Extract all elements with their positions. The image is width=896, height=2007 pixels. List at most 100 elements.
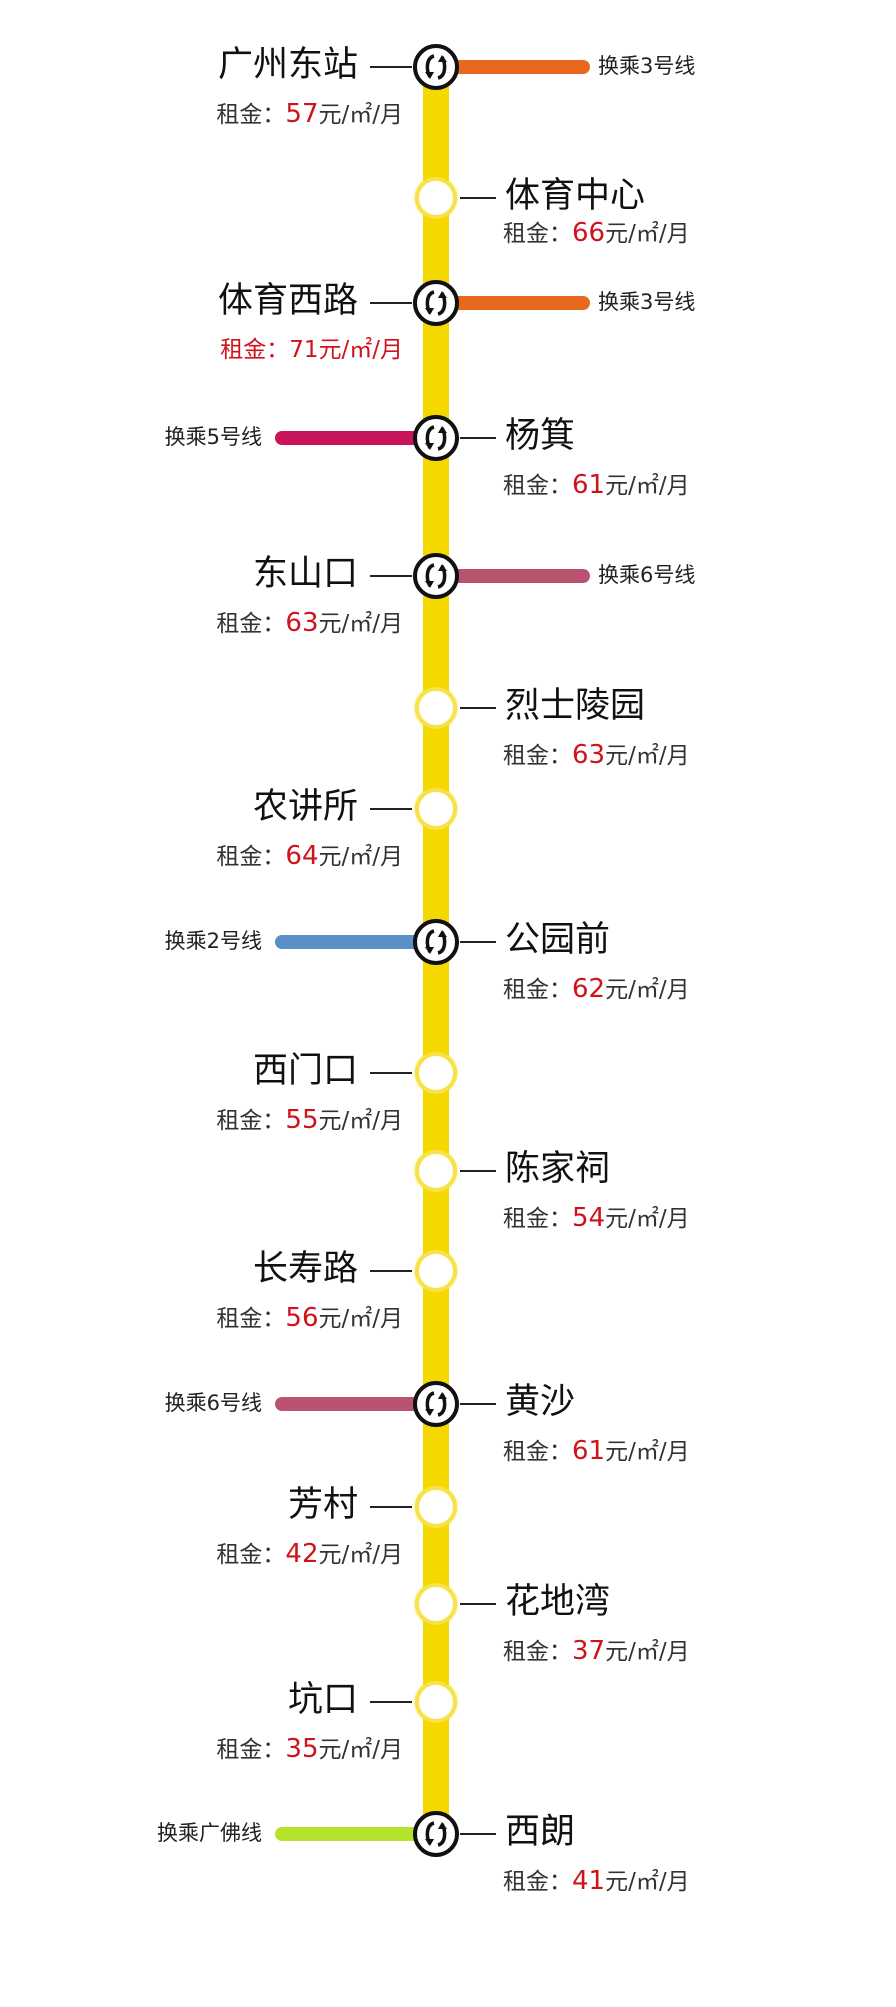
rent-prefix: 租金： — [503, 473, 572, 499]
station-name[interactable]: 坑口 — [288, 1680, 358, 1720]
station-name[interactable]: 烈士陵园 — [505, 686, 645, 726]
station-name-text: 陈家祠 — [505, 1149, 611, 1189]
station-node[interactable] — [415, 1583, 457, 1625]
transfer-station-node[interactable] — [413, 44, 459, 90]
station-name[interactable]: 东山口 — [253, 554, 358, 594]
rent-value: 61 — [572, 470, 606, 500]
rent-unit: 元/㎡/月 — [318, 1737, 404, 1763]
rent-unit: 元/㎡/月 — [605, 977, 690, 1003]
station-name[interactable]: 农讲所 — [253, 787, 358, 827]
rent-value: 64 — [285, 841, 319, 871]
station-name[interactable]: 长寿路 — [253, 1249, 358, 1289]
station-node[interactable] — [415, 1250, 457, 1292]
station-rent: 租金：57元/㎡/月 — [216, 100, 403, 129]
name-connector — [370, 1072, 412, 1074]
transfer-arrows-icon — [425, 929, 447, 955]
transfer-station-node[interactable] — [413, 1811, 459, 1857]
rent-value: 61 — [572, 1436, 606, 1466]
name-connector — [460, 1833, 496, 1835]
rent-prefix: 租金： — [216, 102, 286, 128]
transfer-label-text: 换乘6号线 — [164, 1391, 262, 1415]
transfer-station-node[interactable] — [413, 415, 459, 461]
station-name-text: 体育中心 — [505, 176, 646, 216]
station-name-text: 东山口 — [252, 554, 358, 594]
station-rent: 租金：62元/㎡/月 — [503, 975, 690, 1004]
station-name[interactable]: 杨箕 — [505, 416, 575, 456]
station-node[interactable] — [415, 1681, 457, 1723]
rent-value: 55 — [285, 1105, 319, 1135]
station-name-text: 西门口 — [252, 1051, 358, 1091]
station-node[interactable] — [415, 1486, 457, 1528]
station-name[interactable]: 体育西路 — [218, 281, 358, 321]
transfer-line — [275, 935, 436, 949]
rent-value: 56 — [285, 1303, 319, 1333]
station-name-text: 黄沙 — [505, 1382, 576, 1422]
rent-value: 35 — [285, 1734, 319, 1764]
station-rent: 租金：37元/㎡/月 — [503, 1637, 690, 1666]
station-node[interactable] — [415, 177, 457, 219]
rent-value: 62 — [572, 974, 606, 1004]
transfer-arrows-icon — [425, 290, 447, 316]
name-connector — [370, 808, 412, 810]
rent-prefix: 租金： — [216, 1542, 286, 1568]
station-name-text: 体育西路 — [217, 281, 358, 321]
transfer-line — [436, 296, 590, 310]
rent-unit: 元/㎡/月 — [318, 1542, 404, 1568]
station-node[interactable] — [415, 788, 457, 830]
name-connector — [370, 575, 412, 577]
name-connector — [460, 1603, 496, 1605]
name-connector — [460, 1403, 496, 1405]
station-name[interactable]: 芳村 — [288, 1485, 358, 1525]
station-rent: 租金：41元/㎡/月 — [503, 1867, 690, 1896]
station-name[interactable]: 黄沙 — [505, 1382, 575, 1422]
rent-unit: 元/㎡/月 — [318, 844, 404, 870]
rent-prefix: 租金： — [503, 977, 572, 1003]
station-name[interactable]: 西门口 — [253, 1051, 358, 1091]
transfer-station-node[interactable] — [413, 280, 459, 326]
rent-prefix: 租金： — [503, 743, 572, 769]
station-rent: 租金：56元/㎡/月 — [216, 1304, 403, 1333]
station-node[interactable] — [415, 1052, 457, 1094]
transfer-label: 换乘6号线 — [598, 562, 695, 588]
rent-value: 63 — [572, 740, 606, 770]
station-name-text: 花地湾 — [505, 1582, 611, 1622]
station-name[interactable]: 体育中心 — [505, 176, 645, 216]
rent-unit: 元/㎡/月 — [318, 1306, 404, 1332]
transfer-line — [436, 569, 590, 583]
station-name-text: 西朗 — [505, 1812, 576, 1852]
rent-unit: 元/㎡/月 — [605, 473, 690, 499]
transfer-line — [275, 431, 436, 445]
rent-unit: 元/㎡/月 — [318, 1108, 404, 1134]
station-node[interactable] — [415, 1150, 457, 1192]
station-name[interactable]: 陈家祠 — [505, 1149, 610, 1189]
rent-prefix: 租金： — [216, 1737, 286, 1763]
name-connector — [370, 1701, 412, 1703]
transfer-station-node[interactable] — [413, 1381, 459, 1427]
station-node[interactable] — [415, 687, 457, 729]
station-name[interactable]: 广州东站 — [218, 45, 358, 85]
transfer-label-text: 换乘2号线 — [164, 929, 262, 953]
transfer-arrows-icon — [425, 425, 447, 451]
station-name-text: 芳村 — [287, 1485, 358, 1525]
transfer-label: 换乘3号线 — [598, 53, 695, 79]
station-name[interactable]: 西朗 — [505, 1812, 575, 1852]
station-name[interactable]: 花地湾 — [505, 1582, 610, 1622]
transfer-label: 换乘5号线 — [165, 424, 262, 450]
rent-prefix: 租金： — [503, 1869, 572, 1895]
transfer-label-text: 换乘5号线 — [164, 425, 262, 449]
name-connector — [370, 1506, 412, 1508]
rent-value: 42 — [285, 1539, 319, 1569]
rent-prefix: 租金： — [216, 1108, 286, 1134]
transfer-station-node[interactable] — [413, 919, 459, 965]
rent-unit: 元/㎡/月 — [605, 1869, 690, 1895]
station-name[interactable]: 公园前 — [505, 920, 610, 960]
rent-value: 57 — [285, 99, 319, 129]
name-connector — [460, 941, 496, 943]
station-rent: 租金：54元/㎡/月 — [503, 1204, 690, 1233]
transfer-arrows-icon — [425, 1391, 447, 1417]
rent-value: 63 — [285, 608, 319, 638]
station-name-text: 坑口 — [287, 1680, 358, 1720]
station-name-text: 公园前 — [505, 920, 611, 960]
station-name-text: 烈士陵园 — [505, 686, 646, 726]
transfer-station-node[interactable] — [413, 553, 459, 599]
